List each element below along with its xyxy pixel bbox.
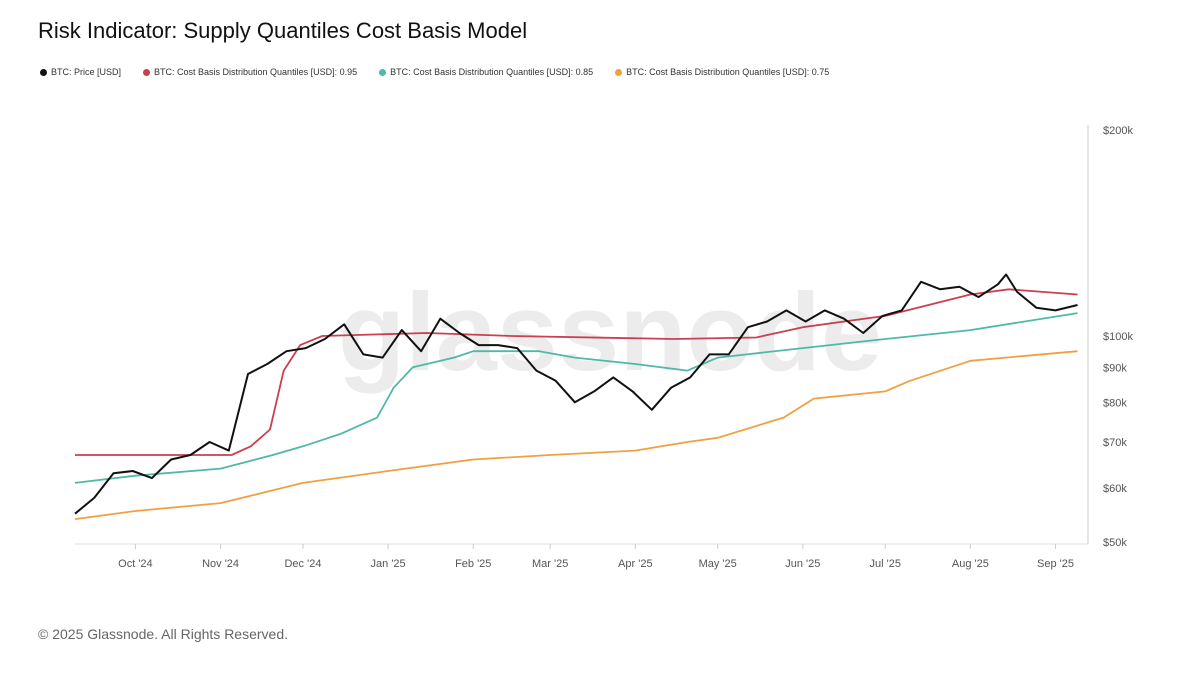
series-line-2 bbox=[74, 312, 1078, 484]
legend-dot-icon bbox=[40, 68, 47, 76]
legend-label: BTC: Price [USD] bbox=[51, 67, 122, 77]
legend: BTC: Price [USD] BTC: Cost Basis Distribu… bbox=[40, 67, 829, 77]
copyright-footer: © 2025 Glassnode. All Rights Reserved. bbox=[38, 626, 289, 642]
y-tick-label: $50k bbox=[1103, 537, 1127, 549]
legend-dot-icon bbox=[615, 68, 623, 76]
legend-label: BTC: Cost Basis Distribution Quantiles [… bbox=[626, 67, 830, 77]
legend-item[interactable]: BTC: Cost Basis Distribution Quantiles [… bbox=[143, 67, 357, 77]
y-tick-label: $70k bbox=[1103, 437, 1127, 449]
x-tick-label: Jul '25 bbox=[870, 558, 901, 570]
legend-item[interactable]: BTC: Price [USD] bbox=[40, 67, 121, 77]
x-tick-label: Dec '24 bbox=[284, 558, 321, 570]
series-line-3 bbox=[74, 350, 1078, 520]
x-tick-label: Aug '25 bbox=[952, 558, 989, 570]
legend-dot-icon bbox=[379, 68, 387, 76]
x-tick-label: Oct '24 bbox=[118, 558, 153, 570]
series-line-1 bbox=[75, 288, 1078, 456]
series-line-0 bbox=[74, 273, 1078, 515]
x-tick-label: Jan '25 bbox=[371, 558, 406, 570]
x-tick-label: Jun '25 bbox=[785, 558, 820, 570]
legend-label: BTC: Cost Basis Distribution Quantiles [… bbox=[154, 67, 358, 77]
chart-title: Risk Indicator: Supply Quantiles Cost Ba… bbox=[38, 18, 528, 43]
x-tick-label: Apr '25 bbox=[618, 558, 653, 570]
x-tick-label: Nov '24 bbox=[202, 558, 239, 570]
legend-item[interactable]: BTC: Cost Basis Distribution Quantiles [… bbox=[615, 67, 829, 77]
x-tick-label: Sep '25 bbox=[1037, 558, 1074, 570]
y-tick-label: $100k bbox=[1103, 331, 1133, 343]
y-tick-label: $90k bbox=[1103, 362, 1127, 374]
x-tick-label: Mar '25 bbox=[532, 558, 568, 570]
y-tick-label: $200k bbox=[1103, 125, 1133, 137]
y-tick-label: $60k bbox=[1103, 483, 1127, 495]
legend-dot-icon bbox=[143, 68, 151, 76]
legend-item[interactable]: BTC: Cost Basis Distribution Quantiles [… bbox=[379, 67, 593, 77]
x-tick-label: Feb '25 bbox=[455, 558, 491, 570]
x-tick-label: May '25 bbox=[699, 558, 737, 570]
y-tick-label: $80k bbox=[1103, 397, 1127, 409]
legend-label: BTC: Cost Basis Distribution Quantiles [… bbox=[390, 67, 594, 77]
